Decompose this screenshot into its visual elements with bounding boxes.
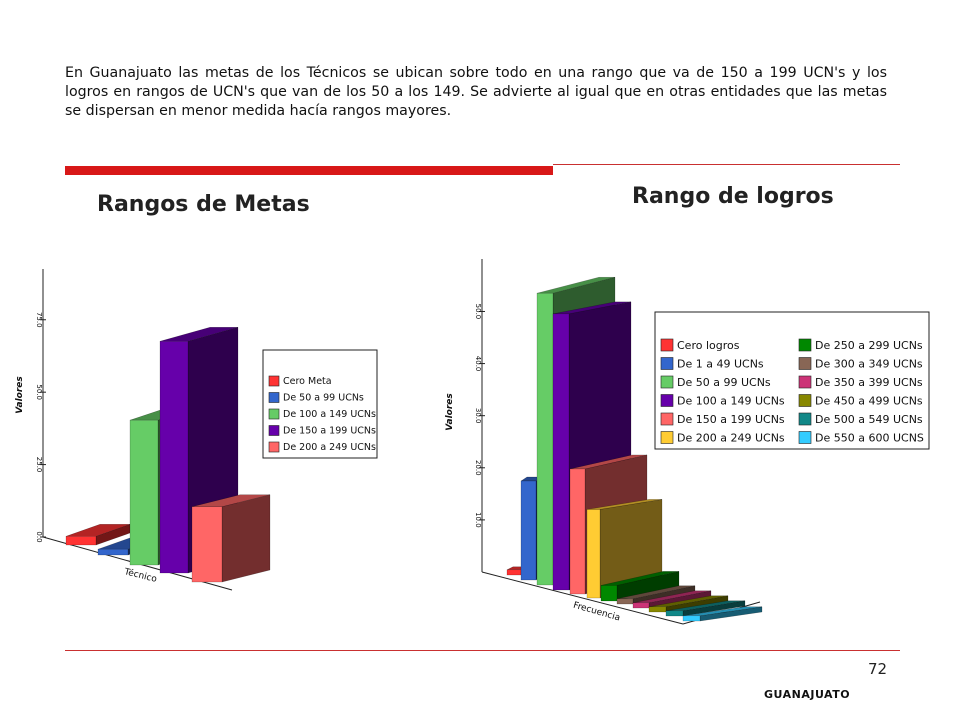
bar-de-100-a-149-ucns xyxy=(552,313,570,591)
bar-cero-logros xyxy=(506,569,522,576)
bar-de-200-a-249-ucns xyxy=(586,509,601,599)
logros-chart-title: Rango de logros xyxy=(632,184,834,209)
bar-de-150-a-199-ucns xyxy=(569,468,586,595)
y-axis-label: Valores xyxy=(445,393,455,431)
y-tick-label: 40.0 xyxy=(474,356,482,372)
legend-swatch xyxy=(798,357,812,370)
legend-label: Cero logros xyxy=(677,339,740,352)
legend-label: De 1 a 49 UCNs xyxy=(677,358,764,371)
page-number: 72 xyxy=(868,660,888,678)
intro-paragraph: En Guanajuato las metas de los Técnicos … xyxy=(65,65,887,119)
bar-de-50-a-99-ucns xyxy=(536,292,554,586)
y-tick-label: 30.0 xyxy=(474,408,482,424)
y-tick-label: 50.0 xyxy=(35,384,43,400)
legend-label: De 200 a 249 UCNs xyxy=(677,432,785,445)
legend-swatch xyxy=(798,394,812,407)
legend-swatch xyxy=(660,338,674,352)
y-tick-label: 50.0 xyxy=(474,304,482,320)
bar-de-50-a-99-ucns xyxy=(97,548,129,556)
legend-swatch xyxy=(798,412,812,426)
legend-label: De 350 a 399 UCNs xyxy=(815,376,923,389)
legend-swatch xyxy=(798,431,812,444)
red-divider-thick xyxy=(65,166,553,175)
legend-swatch xyxy=(798,338,812,352)
red-divider-thin xyxy=(553,164,900,165)
legend-label: De 150 a 199 UCNs xyxy=(283,426,376,437)
y-tick-label: 25.0 xyxy=(35,457,43,473)
bar-de-350-a-399-ucns xyxy=(632,602,650,609)
legend-label: De 450 a 499 UCNs xyxy=(815,395,923,408)
legend-label: De 550 a 600 UCNS xyxy=(815,432,924,445)
bottom-divider xyxy=(65,650,900,651)
legend-label: De 300 a 349 UCNs xyxy=(815,358,923,371)
y-tick-label: 0.0 xyxy=(35,531,43,542)
y-axis-label: Valores xyxy=(15,376,25,414)
legend-swatch xyxy=(660,375,674,389)
legend-swatch xyxy=(660,431,674,444)
legend-swatch xyxy=(268,425,280,436)
legend-swatch xyxy=(268,408,280,420)
legend-box xyxy=(262,349,378,459)
y-tick-label: 75.0 xyxy=(35,312,43,328)
legend-swatch xyxy=(660,412,674,426)
legend-swatch xyxy=(660,357,674,370)
footer-state-name: GUANAJUATO xyxy=(764,688,851,701)
legend-swatch xyxy=(268,375,280,387)
bar-de-500-a-549-ucns xyxy=(665,610,684,617)
legend-label: De 50 a 99 UCNs xyxy=(677,376,771,389)
legend-label: De 500 a 549 UCNs xyxy=(815,413,923,426)
legend-label: Cero Meta xyxy=(283,376,332,387)
bar-de-200-a-249-ucns xyxy=(191,506,223,583)
bar-de-150-a-199-ucns xyxy=(159,341,189,574)
legend-box xyxy=(654,311,930,450)
legend-label: De 100 a 149 UCNs xyxy=(283,409,376,420)
bar-de-550-a-600-ucns xyxy=(682,615,701,622)
legend-swatch xyxy=(268,441,280,453)
legend-swatch xyxy=(798,375,812,389)
legend-label: De 150 a 199 UCNs xyxy=(677,413,785,426)
legend-swatch xyxy=(660,394,674,407)
bar-de-250-a-299-ucns xyxy=(600,585,618,602)
bar-de-100-a-149-ucns xyxy=(129,419,159,566)
x-axis xyxy=(481,571,684,625)
y-tick-label: 10.0 xyxy=(474,512,482,528)
bar-de-1-a-49-ucns xyxy=(520,480,537,581)
legend-label: De 100 a 149 UCNs xyxy=(677,395,785,408)
metas-chart-title: Rangos de Metas xyxy=(97,192,310,217)
bar-de-450-a-499-ucns xyxy=(648,606,667,613)
legend-swatch xyxy=(268,392,280,403)
category-label: Frecuencia xyxy=(572,601,621,624)
legend-label: De 250 a 299 UCNs xyxy=(815,339,923,352)
y-tick-label: 20.0 xyxy=(474,460,482,476)
bar-de-300-a-349-ucns xyxy=(616,598,634,605)
legend-label: De 50 a 99 UCNs xyxy=(283,393,364,404)
bar-cero-meta xyxy=(65,536,97,546)
legend-label: De 200 a 249 UCNs xyxy=(283,442,376,453)
